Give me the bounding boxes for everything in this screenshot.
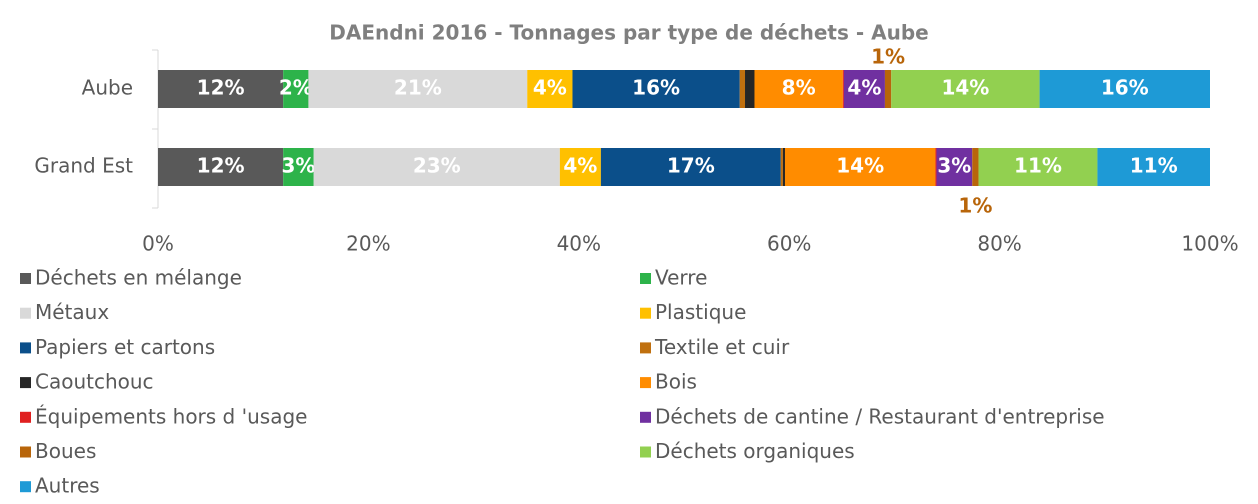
bar-segment [884, 70, 892, 108]
bar-segment [313, 148, 560, 186]
legend-swatch [640, 446, 651, 458]
legend-swatch [640, 377, 651, 389]
bar-segment [559, 148, 601, 186]
legend-swatch [640, 342, 651, 354]
legend-swatch [20, 273, 31, 284]
bar-segment [891, 70, 1040, 108]
legend-swatch [640, 411, 651, 423]
data-label: 8% [782, 76, 816, 100]
legend-label: Caoutchouc [35, 370, 154, 394]
x-tick-label: 60% [767, 232, 811, 256]
bar-segment [972, 148, 979, 186]
x-tick-label: 100% [1181, 232, 1238, 256]
data-label: 12% [197, 154, 245, 178]
legend-label: Déchets organiques [655, 439, 855, 463]
category-label: Grand Est [34, 154, 133, 178]
legend-swatch [640, 273, 651, 284]
bar-segment [936, 148, 973, 186]
legend-swatch [20, 307, 31, 319]
bar-segment [780, 148, 783, 186]
bar-segment [283, 148, 314, 186]
bar-segment [527, 70, 573, 108]
legend-label: Équipements hors d 'usage [35, 404, 307, 428]
data-label: 3% [281, 154, 315, 178]
bar-segment [158, 148, 284, 186]
bar-segment [308, 70, 528, 108]
legend-swatch [640, 307, 651, 319]
legend-label: Boues [35, 439, 96, 463]
legend-label: Déchets de cantine / Restaurant d'entrep… [655, 404, 1105, 428]
legend-label: Plastique [655, 300, 746, 324]
legend-label: Textile et cuir [654, 335, 790, 359]
data-label: 4% [847, 76, 881, 100]
data-label: 14% [836, 154, 884, 178]
legend-swatch [20, 411, 31, 423]
data-label: 16% [632, 76, 680, 100]
legend-label: Métaux [35, 300, 109, 324]
bar-segment [782, 148, 785, 186]
data-label: 1% [871, 45, 905, 69]
data-label: 21% [394, 76, 442, 100]
data-label: 4% [533, 76, 567, 100]
data-label: 23% [413, 154, 461, 178]
data-label: 16% [1101, 76, 1149, 100]
legend-swatch [20, 342, 31, 354]
data-label: 11% [1014, 154, 1062, 178]
bar-segment [572, 70, 740, 108]
bar-segment [754, 70, 843, 108]
x-tick-label: 40% [557, 232, 601, 256]
legend-swatch [20, 446, 31, 458]
data-label: 11% [1130, 154, 1178, 178]
bar-segment [1097, 148, 1210, 186]
legend-swatch [20, 481, 31, 493]
data-label: 1% [958, 194, 992, 218]
x-tick-label: 20% [346, 232, 390, 256]
data-label: 3% [937, 154, 971, 178]
bar-segment [745, 70, 755, 108]
x-tick-label: 80% [977, 232, 1021, 256]
bar-segment [1039, 70, 1210, 108]
legend-label: Verre [655, 266, 707, 290]
bar-segment [158, 70, 284, 108]
bar-segment [283, 70, 309, 108]
data-label: 17% [667, 154, 715, 178]
legend-label: Bois [655, 370, 697, 394]
data-label: 12% [197, 76, 245, 100]
bar-segment [978, 148, 1098, 186]
legend-label: Papiers et cartons [35, 335, 215, 359]
bar-segment [842, 70, 844, 108]
data-label: 4% [563, 154, 597, 178]
chart-title: DAEndni 2016 - Tonnages par type de déch… [329, 21, 928, 45]
legend-swatch [20, 377, 31, 389]
bar-segment [739, 70, 746, 108]
legend-label: Autres [35, 474, 100, 498]
bar-segment [784, 148, 936, 186]
data-label: 14% [941, 76, 989, 100]
data-label: 2% [279, 76, 313, 100]
x-tick-label: 0% [142, 232, 174, 256]
bar-segment [843, 70, 885, 108]
bar-segment [600, 148, 781, 186]
bar-segment [935, 148, 937, 186]
category-label: Aube [82, 76, 133, 100]
legend-label: Déchets en mélange [35, 266, 242, 290]
